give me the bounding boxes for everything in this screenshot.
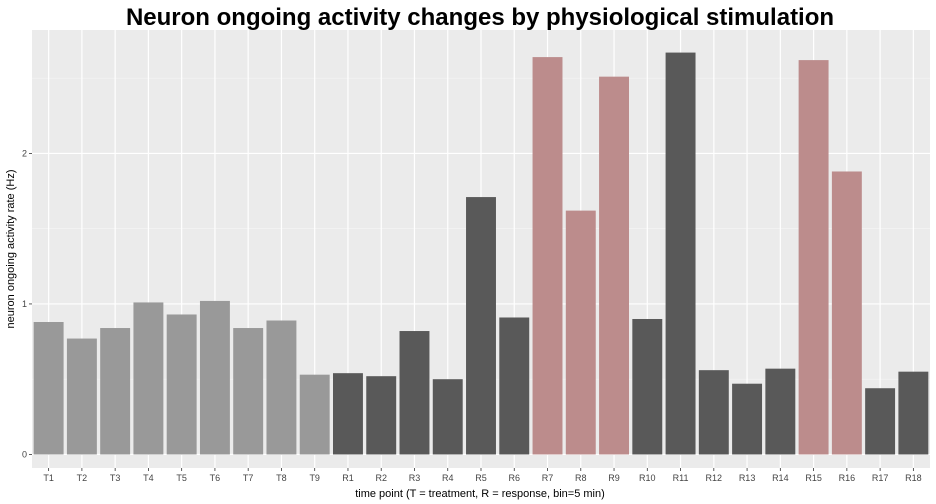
y-axis: 0 1 2 bbox=[22, 148, 32, 459]
x-tick-label-t9: T9 bbox=[309, 473, 320, 483]
x-tick-label-t5: T5 bbox=[176, 473, 187, 483]
bar-r7 bbox=[532, 57, 563, 455]
x-tick-label-t8: T8 bbox=[276, 473, 287, 483]
x-tick-label-r1: R1 bbox=[342, 473, 354, 483]
chart-title: Neuron ongoing activity changes by physi… bbox=[126, 4, 834, 31]
x-tick-label-r14: R14 bbox=[772, 473, 789, 483]
bar-t6 bbox=[199, 300, 230, 455]
bar-r10 bbox=[632, 318, 663, 455]
bar-t9 bbox=[299, 374, 330, 455]
bar-r16 bbox=[831, 171, 862, 455]
x-tick-label-r4: R4 bbox=[442, 473, 454, 483]
bar-t3 bbox=[100, 328, 131, 455]
bar-t8 bbox=[266, 320, 297, 455]
y-axis-label: neuron ongoing activity rate (Hz) bbox=[5, 170, 17, 329]
x-tick-label-r2: R2 bbox=[375, 473, 387, 483]
bar-r12 bbox=[698, 370, 729, 455]
bar-r13 bbox=[732, 383, 763, 455]
x-tick-label-r11: R11 bbox=[673, 473, 689, 483]
bar-r3 bbox=[399, 331, 430, 455]
bars bbox=[33, 52, 929, 455]
x-tick-label-t4: T4 bbox=[143, 473, 154, 483]
bar-r4 bbox=[432, 379, 463, 455]
x-tick-label-r6: R6 bbox=[509, 473, 521, 483]
x-tick-label-r15: R15 bbox=[805, 473, 822, 483]
x-tick-label-t7: T7 bbox=[243, 473, 254, 483]
x-tick-label-r13: R13 bbox=[739, 473, 756, 483]
x-tick-label-r8: R8 bbox=[575, 473, 587, 483]
x-tick-label-r12: R12 bbox=[706, 473, 723, 483]
x-tick-label-t2: T2 bbox=[77, 473, 88, 483]
bar-t5 bbox=[166, 314, 197, 455]
bar-t2 bbox=[66, 338, 97, 455]
bar-r14 bbox=[765, 368, 796, 455]
x-tick-label-r18: R18 bbox=[905, 473, 922, 483]
x-tick-label-t6: T6 bbox=[210, 473, 221, 483]
bar-r5 bbox=[466, 197, 496, 455]
bar-r11 bbox=[665, 52, 696, 455]
y-tick-label: 1 bbox=[22, 299, 27, 309]
bar-r6 bbox=[499, 317, 530, 455]
bar-r15 bbox=[798, 60, 829, 455]
bar-r18 bbox=[898, 371, 929, 455]
x-axis: T1 T2 T3 T4 T5 T6 T7 T8 T9 R1 R2 R3 R4 R5 R6 R7 R8 R9 R10 R… bbox=[43, 468, 922, 483]
x-tick-label-r5: R5 bbox=[475, 473, 487, 483]
bar-t4 bbox=[133, 302, 164, 455]
x-axis-label: time point (T = treatment, R = response,… bbox=[355, 488, 605, 500]
x-tick-label-r16: R16 bbox=[839, 473, 856, 483]
x-tick-label-r3: R3 bbox=[409, 473, 421, 483]
x-tick-label-t1: T1 bbox=[43, 473, 54, 483]
x-tick-label-t3: T3 bbox=[110, 473, 121, 483]
bar-r2 bbox=[366, 376, 397, 455]
bar-r1 bbox=[332, 373, 363, 455]
bar-t1 bbox=[33, 322, 64, 455]
bar-r8 bbox=[565, 210, 596, 455]
y-tick-label: 0 bbox=[22, 449, 27, 459]
bar-t7 bbox=[233, 328, 264, 455]
x-tick-label-r10: R10 bbox=[639, 473, 656, 483]
bar-r9 bbox=[599, 76, 630, 455]
x-tick-label-r9: R9 bbox=[608, 473, 620, 483]
y-tick-label: 2 bbox=[22, 148, 27, 158]
x-tick-label-r17: R17 bbox=[872, 473, 889, 483]
x-tick-label-r7: R7 bbox=[542, 473, 554, 483]
bar-r17 bbox=[865, 388, 896, 455]
